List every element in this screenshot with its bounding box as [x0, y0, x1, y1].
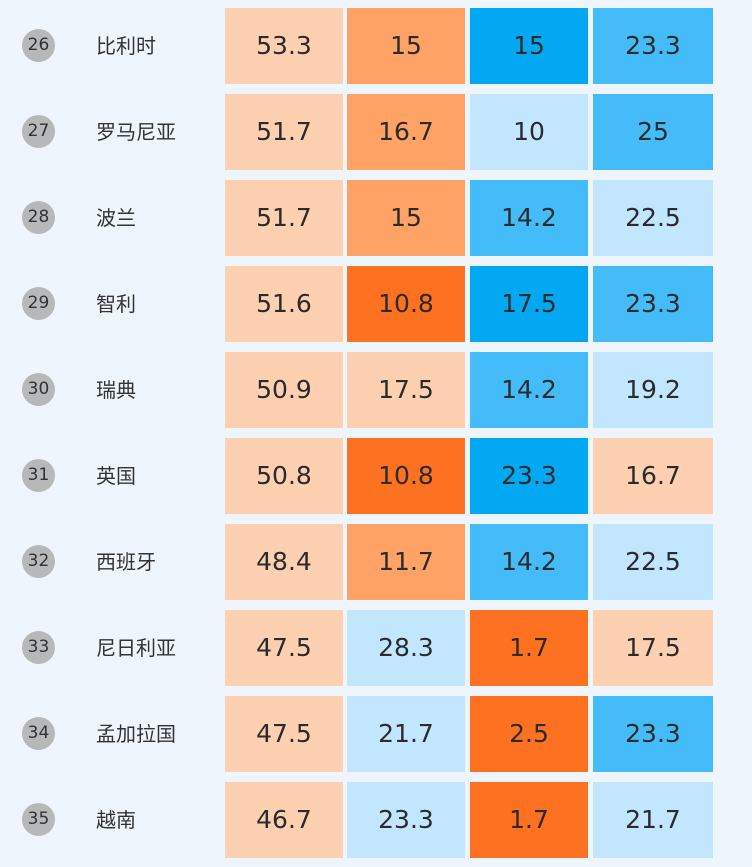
heatmap-cell: 1.7 — [470, 610, 588, 686]
heatmap-cell: 15 — [347, 8, 465, 84]
country-name: 瑞典 — [96, 378, 136, 402]
heatmap-cell: 25 — [593, 94, 713, 170]
heatmap-cell: 14.2 — [470, 180, 588, 256]
country-name: 智利 — [96, 292, 136, 316]
country-name: 孟加拉国 — [96, 722, 176, 746]
heatmap-cell: 15 — [470, 8, 588, 84]
country-name: 波兰 — [96, 206, 136, 230]
country-name: 尼日利亚 — [96, 636, 176, 660]
heatmap-cell: 11.7 — [347, 524, 465, 600]
table-row: 27 罗马尼亚 51.7 16.7 10 25 — [0, 89, 752, 175]
heatmap-cell: 53.3 — [225, 8, 343, 84]
table-row: 26 比利时 53.3 15 15 23.3 — [0, 3, 752, 89]
heatmap-cell: 51.7 — [225, 180, 343, 256]
heatmap-cell: 19.2 — [593, 352, 713, 428]
rank-badge: 26 — [22, 29, 55, 62]
table-row: 35 越南 46.7 23.3 1.7 21.7 — [0, 777, 752, 863]
country-name: 英国 — [96, 464, 136, 488]
heatmap-cell: 16.7 — [347, 94, 465, 170]
rank-badge: 30 — [22, 373, 55, 406]
heatmap-cell: 10.8 — [347, 266, 465, 342]
table-row: 30 瑞典 50.9 17.5 14.2 19.2 — [0, 347, 752, 433]
heatmap-cell: 47.5 — [225, 696, 343, 772]
rank-badge: 33 — [22, 631, 55, 664]
heatmap-cell: 51.7 — [225, 94, 343, 170]
heatmap-cell: 48.4 — [225, 524, 343, 600]
heatmap-cell: 23.3 — [593, 8, 713, 84]
heatmap-cell: 10 — [470, 94, 588, 170]
heatmap-cell: 17.5 — [470, 266, 588, 342]
heatmap-cell: 23.3 — [470, 438, 588, 514]
heatmap-cell: 46.7 — [225, 782, 343, 858]
rank-badge: 32 — [22, 545, 55, 578]
country-name: 西班牙 — [96, 550, 156, 574]
heatmap-cell: 21.7 — [347, 696, 465, 772]
rank-badge: 35 — [22, 803, 55, 836]
heatmap-cell: 17.5 — [347, 352, 465, 428]
rank-badge: 27 — [22, 115, 55, 148]
heatmap-cell: 15 — [347, 180, 465, 256]
country-name: 越南 — [96, 808, 136, 832]
heatmap-cell: 14.2 — [470, 352, 588, 428]
heatmap-cell: 16.7 — [593, 438, 713, 514]
table-row: 34 孟加拉国 47.5 21.7 2.5 23.3 — [0, 691, 752, 777]
heatmap-cell: 17.5 — [593, 610, 713, 686]
heatmap-cell: 1.7 — [470, 782, 588, 858]
heatmap-cell: 2.5 — [470, 696, 588, 772]
table-row: 32 西班牙 48.4 11.7 14.2 22.5 — [0, 519, 752, 605]
rank-badge: 29 — [22, 287, 55, 320]
heatmap-cell: 10.8 — [347, 438, 465, 514]
heatmap-cell: 28.3 — [347, 610, 465, 686]
heatmap-cell: 14.2 — [470, 524, 588, 600]
heatmap-cell: 50.9 — [225, 352, 343, 428]
heatmap-cell: 47.5 — [225, 610, 343, 686]
rank-badge: 28 — [22, 201, 55, 234]
heatmap-cell: 23.3 — [593, 696, 713, 772]
heatmap-cell: 23.3 — [593, 266, 713, 342]
table-row: 31 英国 50.8 10.8 23.3 16.7 — [0, 433, 752, 519]
table-row: 33 尼日利亚 47.5 28.3 1.7 17.5 — [0, 605, 752, 691]
heatmap-cell: 22.5 — [593, 524, 713, 600]
heatmap-cell: 21.7 — [593, 782, 713, 858]
heatmap-cell: 51.6 — [225, 266, 343, 342]
country-name: 罗马尼亚 — [96, 120, 176, 144]
country-name: 比利时 — [96, 34, 156, 58]
rank-badge: 34 — [22, 717, 55, 750]
table-row: 28 波兰 51.7 15 14.2 22.5 — [0, 175, 752, 261]
heatmap-cell: 50.8 — [225, 438, 343, 514]
heatmap-cell: 22.5 — [593, 180, 713, 256]
heatmap-cell: 23.3 — [347, 782, 465, 858]
rank-badge: 31 — [22, 459, 55, 492]
table-row: 29 智利 51.6 10.8 17.5 23.3 — [0, 261, 752, 347]
